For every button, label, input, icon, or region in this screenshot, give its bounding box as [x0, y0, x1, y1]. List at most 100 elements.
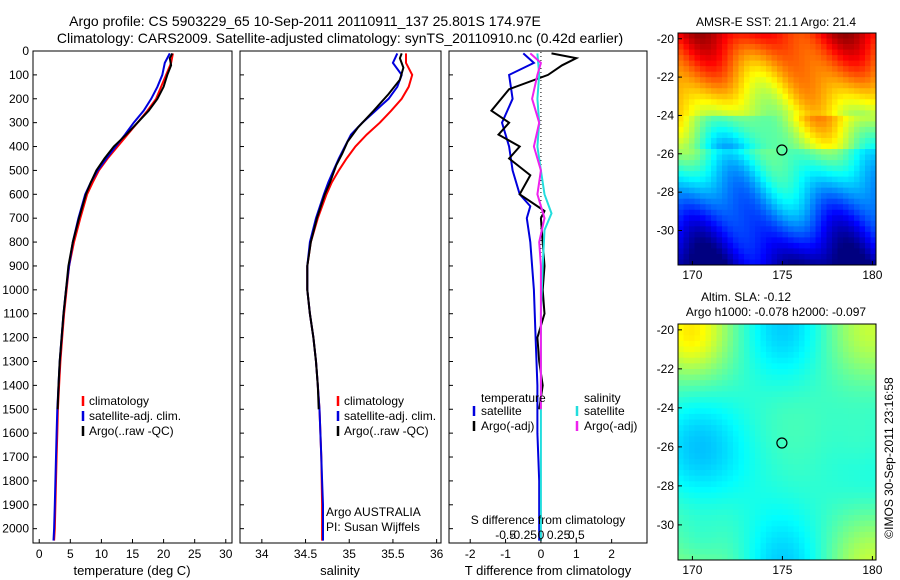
salinity-legend: climatology satellite-adj. clim. Argo(..… — [336, 394, 436, 438]
x-tick-label: 5 — [67, 547, 74, 561]
salinity-xlabel: salinity — [320, 563, 360, 578]
legend-sal-argo: Argo(-adj) — [584, 419, 637, 433]
x-tick-label: 34.5 — [294, 547, 318, 561]
sla-map-axes: 170 175 180 -20 -22 -24 -26 -28 -30 — [657, 323, 883, 577]
difference-axes-frame — [448, 50, 648, 544]
difference-profiles — [489, 52, 580, 541]
copyright-stamp: ©IMOS 30-Sep-2011 23:16:58 — [882, 377, 896, 539]
map-x-tick: 175 — [772, 268, 792, 282]
title-line-2: Climatology: CARS2009. Satellite-adjuste… — [57, 30, 623, 46]
x-tick-label: 25 — [188, 547, 202, 561]
t-difference-x-axis: -2 -1 0 1 2 — [465, 539, 615, 561]
profile-line-satellite — [52, 52, 171, 541]
legend-climatology-s: climatology — [344, 394, 404, 408]
s-tick-label: 0.25 — [547, 528, 571, 542]
depth-tick-label: 1800 — [2, 474, 29, 488]
x-tick-label: -1 — [500, 547, 511, 561]
profile-line-argo — [306, 53, 405, 410]
sst-heatmap — [678, 33, 877, 266]
difference-panel: -2 -1 0 1 2 -0.5-0.25 0 0.250.5 S difference f… — [448, 50, 648, 578]
depth-tick-label: 900 — [9, 259, 29, 273]
depth-tick-label: 100 — [9, 68, 29, 82]
x-tick-label: 0 — [538, 547, 545, 561]
x-tick-label: 34 — [255, 547, 269, 561]
map-y-tick: -22 — [657, 362, 675, 376]
map-x-tick: 170 — [682, 268, 702, 282]
profile-line-sal_satellite — [536, 53, 553, 541]
legend-temperature-title: temperature — [481, 391, 546, 405]
difference-legend: temperature satellite Argo(-adj) salinit… — [472, 391, 637, 433]
legend-temp-satellite: satellite — [481, 404, 522, 418]
temperature-legend: climatology satellite-adj. clim. Argo(..… — [81, 394, 181, 438]
map-y-tick: -20 — [657, 323, 675, 337]
map-y-tick: -24 — [657, 401, 675, 415]
map-x-tick: 180 — [862, 563, 882, 577]
map-y-tick: -26 — [657, 147, 675, 161]
legend-temp-argo: Argo(-adj) — [481, 419, 534, 433]
profile-line-argo — [56, 52, 174, 410]
profile-line-climatology — [53, 53, 174, 541]
depth-tick-label: 1500 — [2, 402, 29, 416]
sst-map-axes: 170 175 180 -20 -22 -24 -26 -28 -30 — [657, 32, 883, 282]
x-tick-label: 1 — [573, 547, 580, 561]
title-line-1: Argo profile: CS 5903229_65 10-Sep-2011 … — [69, 13, 541, 29]
argo-location-marker-sla — [776, 437, 788, 449]
temperature-x-axis: 0 5 10 15 20 25 30 — [36, 539, 233, 561]
profile-line-sal_argo — [529, 52, 546, 410]
depth-tick-label: 1300 — [2, 354, 29, 368]
annotation-pi: PI: Susan Wijffels — [326, 520, 420, 534]
s-tick-label: -0.25 — [510, 528, 538, 542]
map-x-tick: 170 — [682, 563, 702, 577]
sla-heatmap — [678, 324, 877, 561]
depth-tick-label: 400 — [9, 140, 29, 154]
x-tick-label: 30 — [219, 547, 233, 561]
depth-tick-label: 1900 — [2, 498, 29, 512]
annotation-argo-australia: Argo AUSTRALIA — [326, 505, 421, 519]
depth-tick-label: 800 — [9, 235, 29, 249]
x-tick-label: -2 — [465, 547, 476, 561]
x-tick-label: 2 — [608, 547, 615, 561]
s-tick-label: -0.5 — [495, 528, 516, 542]
s-tick-label: 0.5 — [568, 528, 585, 542]
x-tick-label: 10 — [95, 547, 109, 561]
legend-argo-s: Argo(..raw -QC) — [344, 424, 429, 438]
legend-satellite: satellite-adj. clim. — [89, 409, 181, 423]
sla-map-panel: Altim. SLA: -0.12 Argo h1000: -0.078 h20… — [657, 290, 883, 577]
depth-tick-label: 1600 — [2, 426, 29, 440]
map-y-tick: -26 — [657, 440, 675, 454]
depth-tick-label: 1000 — [2, 283, 29, 297]
salinity-axes-frame — [239, 50, 442, 544]
legend-argo: Argo(..raw -QC) — [89, 424, 174, 438]
map-y-tick: -30 — [657, 518, 675, 532]
map-y-tick: -28 — [657, 479, 675, 493]
profile-line-temp_argo — [489, 52, 580, 410]
depth-axis: 0 100 200 300 400 500 600 700 800 900 1000 1100 1200… — [2, 44, 453, 536]
depth-tick-label: 0 — [22, 44, 29, 58]
sla-map-title-1: Altim. SLA: -0.12 — [701, 290, 791, 304]
x-tick-label: 35.5 — [381, 547, 405, 561]
depth-tick-label: 1200 — [2, 331, 29, 345]
sst-map-panel: AMSR-E SST: 21.1 Argo: 21.4 170 175 180 -20… — [657, 15, 883, 282]
depth-tick-label: 600 — [9, 187, 29, 201]
map-x-tick: 180 — [862, 268, 882, 282]
s-difference-label: S difference from climatology — [471, 513, 626, 527]
sla-map-frame — [677, 323, 877, 561]
map-y-tick: -28 — [657, 185, 675, 199]
salinity-panel: 34 34.5 35 35.5 36 salinity climatology sate… — [239, 50, 444, 578]
depth-tick-label: 300 — [9, 116, 29, 130]
argo-location-marker — [776, 144, 788, 156]
x-tick-label: 15 — [126, 547, 140, 561]
depth-tick-label: 1100 — [3, 307, 29, 321]
sla-map-title-2: Argo h1000: -0.078 h2000: -0.097 — [686, 305, 866, 319]
depth-tick-label: 1700 — [2, 450, 29, 464]
map-y-tick: -22 — [657, 70, 675, 84]
map-x-tick: 175 — [772, 563, 792, 577]
sst-map-frame — [677, 32, 877, 266]
x-tick-label: 20 — [157, 547, 171, 561]
legend-satellite-s: satellite-adj. clim. — [344, 409, 436, 423]
temperature-profiles — [52, 52, 174, 541]
legend-sal-satellite: satellite — [584, 404, 625, 418]
x-tick-label: 0 — [36, 547, 43, 561]
temperature-xlabel: temperature (deg C) — [73, 563, 190, 578]
